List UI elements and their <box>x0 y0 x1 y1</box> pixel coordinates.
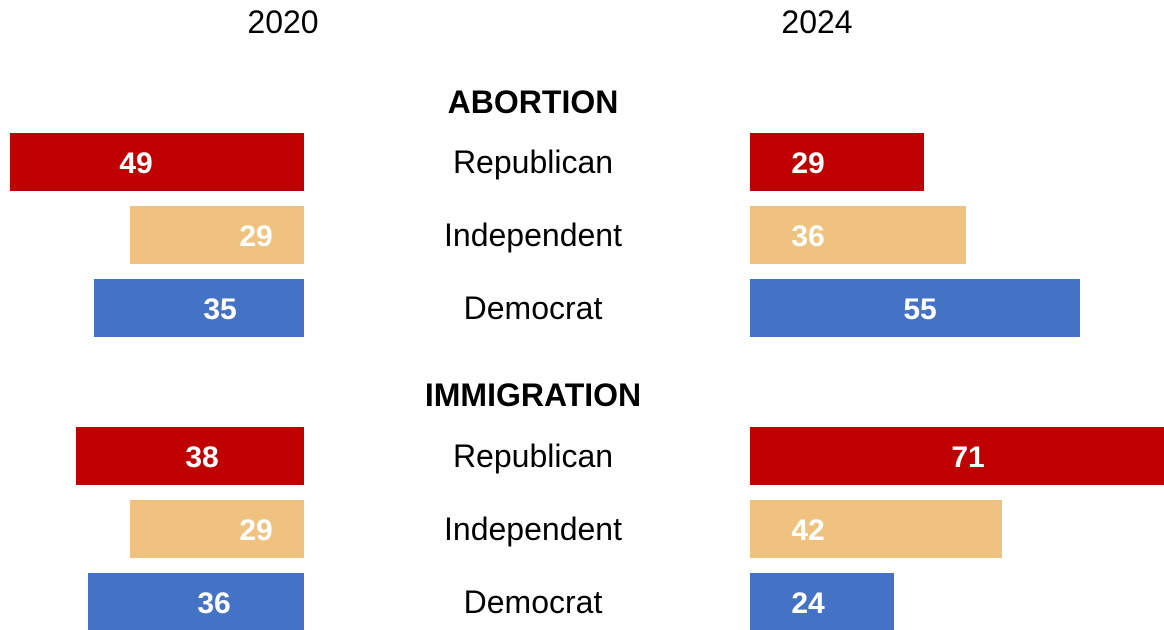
party-label-immigration-independent: Independent <box>444 511 622 547</box>
section-title-immigration: IMMIGRATION <box>425 377 641 413</box>
year-label-2024: 2024 <box>781 4 852 40</box>
year-label-2020: 2020 <box>247 4 318 40</box>
value-2020-immigration-democrat: 36 <box>197 587 230 620</box>
party-label-abortion-republican: Republican <box>453 144 613 180</box>
bar-2024-abortion-independent <box>750 206 966 264</box>
value-2024-immigration-democrat: 24 <box>791 587 825 620</box>
bar-2020-immigration-republican <box>76 427 304 485</box>
section-title-abortion: ABORTION <box>448 84 619 120</box>
bar-2024-abortion-republican <box>750 133 924 191</box>
value-2020-abortion-democrat: 35 <box>203 293 236 326</box>
bar-2024-immigration-democrat <box>750 573 894 630</box>
value-2020-abortion-republican: 49 <box>119 147 152 180</box>
bar-2020-immigration-democrat <box>88 573 304 630</box>
party-label-abortion-democrat: Democrat <box>464 290 603 326</box>
bar-2020-immigration-independent <box>130 500 304 558</box>
bar-2020-abortion-independent <box>130 206 304 264</box>
value-2024-immigration-republican: 71 <box>951 441 984 474</box>
party-label-abortion-independent: Independent <box>444 217 622 253</box>
value-2020-immigration-independent: 29 <box>239 514 272 547</box>
value-2020-immigration-republican: 38 <box>185 441 218 474</box>
bar-2024-immigration-republican <box>750 427 1164 485</box>
bar-2020-abortion-republican <box>10 133 304 191</box>
value-2024-abortion-democrat: 55 <box>903 293 936 326</box>
party-label-immigration-republican: Republican <box>453 438 613 474</box>
party-label-immigration-democrat: Democrat <box>464 584 603 620</box>
value-2024-abortion-independent: 36 <box>791 220 824 253</box>
value-2020-abortion-independent: 29 <box>239 220 272 253</box>
bar-2020-abortion-democrat <box>94 279 304 337</box>
value-2024-abortion-republican: 29 <box>791 147 824 180</box>
value-2024-immigration-independent: 42 <box>791 514 824 547</box>
bar-2024-abortion-democrat <box>750 279 1080 337</box>
chart-marks: ABORTION 49 Republican 29 29 Independent 36 35 D… <box>10 84 1164 630</box>
bar-2024-immigration-independent <box>750 500 1002 558</box>
